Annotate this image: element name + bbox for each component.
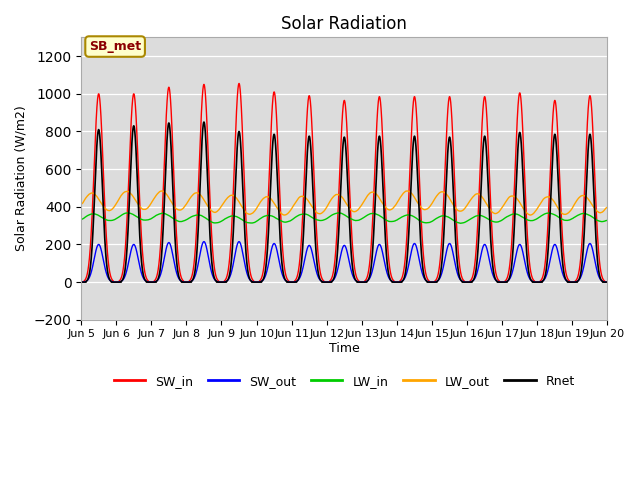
Line: LW_in: LW_in [81,213,607,223]
X-axis label: Time: Time [329,342,360,355]
SW_out [326,279,334,285]
LW_in [335,210,342,216]
SW_in [477,151,484,157]
LW_in [77,216,85,222]
SW_in [462,279,470,285]
LW_in [462,219,470,225]
SW_out [604,279,611,285]
LW_in [457,220,465,226]
SW_in [604,279,611,285]
LW_out [575,195,583,201]
Title: Solar Radiation: Solar Radiation [282,15,407,33]
LW_out [462,204,470,210]
LW_out [477,192,484,198]
Rnet [575,277,582,283]
SW_out [256,279,264,285]
SW_out [477,253,484,259]
LW_in [326,213,334,219]
SW_in [326,277,334,283]
Line: SW_in: SW_in [81,84,607,282]
Rnet [462,279,470,285]
LW_out [280,212,288,218]
LW_out [326,198,334,204]
Rnet [256,279,264,285]
LW_in [575,212,583,218]
SW_out [77,279,85,285]
Line: LW_out: LW_out [81,191,607,215]
LW_out [403,188,411,194]
LW_out [604,204,611,210]
SW_out [582,256,589,262]
SW_in [582,167,589,172]
Rnet [604,279,611,285]
LW_in [604,217,611,223]
SW_in [77,279,85,285]
SW_in [575,270,582,276]
LW_out [582,193,589,199]
Rnet [477,192,484,198]
Rnet [326,279,334,285]
SW_in [235,81,243,86]
Rnet [582,206,589,212]
Rnet [77,279,85,285]
LW_in [582,211,589,216]
Rnet [200,119,208,125]
LW_in [256,216,264,222]
Text: SB_met: SB_met [89,40,141,53]
Y-axis label: Solar Radiation (W/m2): Solar Radiation (W/m2) [15,106,28,252]
SW_out [200,239,208,244]
Line: SW_out: SW_out [81,241,607,282]
LW_in [477,213,484,218]
LW_out [77,201,85,207]
Legend: SW_in, SW_out, LW_in, LW_out, Rnet: SW_in, SW_out, LW_in, LW_out, Rnet [109,370,580,393]
LW_out [256,200,264,205]
SW_out [575,277,582,283]
Line: Rnet: Rnet [81,122,607,282]
SW_in [256,277,264,283]
SW_out [462,279,470,285]
